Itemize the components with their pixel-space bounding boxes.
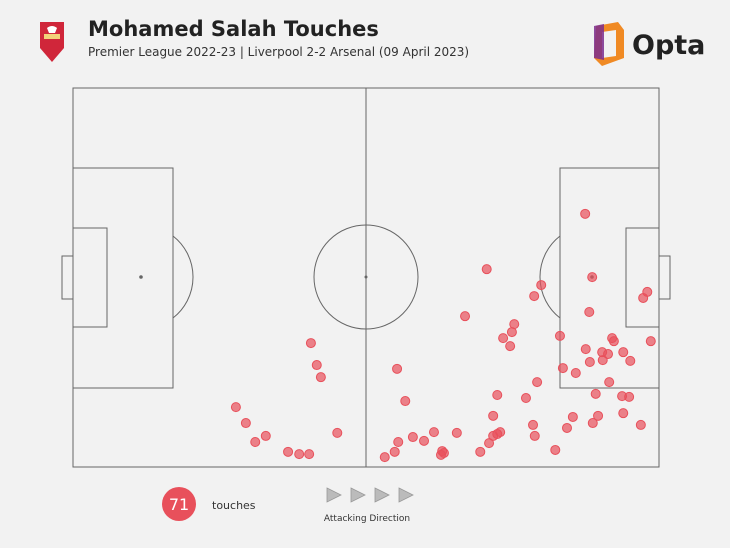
touch-point (315, 372, 326, 383)
touch-label: touches (212, 499, 256, 512)
brand-logo (594, 22, 624, 66)
touch-points (230, 208, 656, 463)
touch-point (557, 363, 568, 374)
touch-point (604, 377, 615, 388)
touch-point (580, 344, 591, 355)
touch-point (529, 430, 540, 441)
touch-point (436, 449, 447, 460)
brand-name: Opta (632, 30, 705, 61)
touch-point (332, 427, 343, 438)
touch-point (304, 449, 315, 460)
touch-point (460, 311, 471, 322)
touch-point (532, 377, 543, 388)
touch-point (584, 357, 595, 368)
touch-point (520, 393, 531, 404)
touch-point (240, 418, 251, 429)
touch-point (570, 368, 581, 379)
touch-point (260, 430, 271, 441)
count-badge (162, 487, 196, 521)
touch-point (625, 355, 636, 366)
pitch (61, 87, 671, 468)
touch-point (428, 427, 439, 438)
club-badge (40, 22, 64, 62)
touch-point (561, 422, 572, 433)
touch-point (618, 408, 629, 419)
touch-point (484, 438, 495, 449)
touch-point (554, 330, 565, 341)
direction-arrows (326, 487, 414, 503)
touch-point (475, 446, 486, 457)
touch-point (580, 208, 591, 219)
touch-point (597, 355, 608, 366)
touch-point (506, 327, 517, 338)
touch-point (618, 347, 629, 358)
touch-point (451, 427, 462, 438)
touch-point (536, 280, 547, 291)
touch-point (550, 444, 561, 455)
touch-point (635, 419, 646, 430)
touch-point (392, 363, 403, 374)
touch-point (389, 446, 400, 457)
touch-point (529, 291, 540, 302)
touch-count: 71 (169, 495, 189, 514)
touch-point (624, 391, 635, 402)
touch-point (505, 341, 516, 352)
touch-point (400, 396, 411, 407)
touch-point (419, 435, 430, 446)
touch-point (305, 338, 316, 349)
touch-point (407, 432, 418, 443)
touch-point (283, 446, 294, 457)
touch-point (311, 360, 322, 371)
touch-point (488, 410, 499, 421)
touch-point (230, 402, 241, 413)
touch-point (608, 336, 619, 347)
touch-point (593, 410, 604, 421)
touch-point (498, 333, 509, 344)
touch-point (393, 436, 404, 447)
touch-point (587, 272, 598, 283)
touch-point (584, 306, 595, 317)
subtitle: Premier League 2022-23 | Liverpool 2-2 A… (88, 45, 469, 59)
touch-point (492, 389, 503, 400)
touch-point (379, 452, 390, 463)
touch-point (250, 436, 261, 447)
touch-point (481, 264, 492, 275)
touch-point (587, 418, 598, 429)
touch-point (590, 388, 601, 399)
touch-point (528, 419, 539, 430)
touch-point (645, 336, 656, 347)
touch-point (567, 411, 578, 422)
direction-label: Attacking Direction (324, 514, 410, 524)
touch-point (638, 292, 649, 303)
title: Mohamed Salah Touches (88, 17, 379, 41)
touch-point (294, 449, 305, 460)
